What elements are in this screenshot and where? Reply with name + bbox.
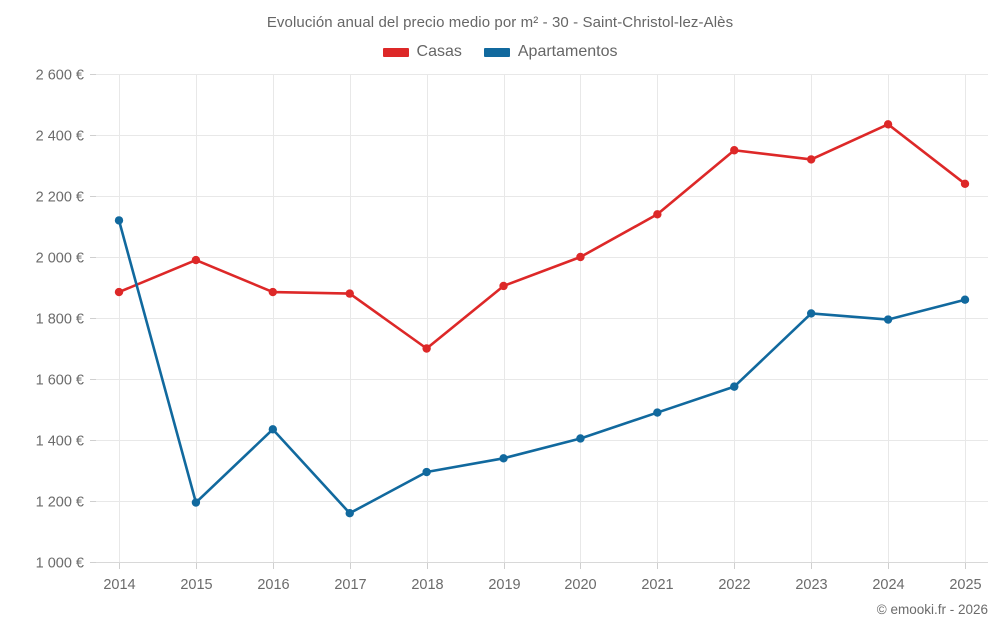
data-point[interactable]: Apartamentos 2018: 1295 <box>422 467 431 477</box>
series-line-casas <box>117 123 967 350</box>
data-point[interactable]: Apartamentos 2016: 1435 <box>268 425 278 434</box>
y-axis-tick-label: 2 400 € <box>36 129 84 145</box>
x-axis-tick-label: 2023 <box>795 577 827 593</box>
y-axis-tick-label: 1 800 € <box>36 312 84 328</box>
x-axis-tick-label: 2016 <box>257 577 289 593</box>
data-point[interactable]: Casas 2018: 1700 <box>422 344 431 353</box>
legend-item-apartamentos[interactable]: Apartamentos <box>483 43 618 60</box>
data-point[interactable]: Apartamentos 2021: 1490 <box>653 408 662 417</box>
data-point[interactable]: Casas 2022: 2350 <box>730 146 739 155</box>
x-axis-tick-label: 2018 <box>411 577 443 593</box>
x-axis-tick-label: 2022 <box>718 577 750 593</box>
data-point[interactable]: Casas 2021: 2140 <box>653 210 662 219</box>
data-point[interactable]: Casas 2025: 2240 <box>960 179 970 188</box>
data-point[interactable]: Apartamentos 2025: 1860 <box>960 295 970 304</box>
legend-item-casas[interactable]: Casas <box>382 43 462 60</box>
x-axis-tick-label: 2020 <box>564 577 596 593</box>
x-axis-tick-label: 2019 <box>488 577 520 593</box>
x-axis-tick-label: 2015 <box>180 577 212 593</box>
x-axis-tick-label: 2025 <box>949 577 981 593</box>
data-point[interactable]: Casas 2017: 1880 <box>345 289 354 298</box>
x-axis-tick-label: 2021 <box>641 577 673 593</box>
y-axis-tick-label: 2 200 € <box>36 190 84 206</box>
data-point[interactable]: Apartamentos 2023: 1815 <box>806 309 816 318</box>
y-axis-tick-label: 2 600 € <box>36 68 84 84</box>
y-axis-tick-label: 1 000 € <box>36 556 84 572</box>
x-axis-tick-label: 2024 <box>872 577 904 593</box>
data-point[interactable]: Apartamentos 2022: 1575 <box>730 382 739 391</box>
y-axis-tick-label: 2 000 € <box>36 251 84 267</box>
data-point[interactable]: Apartamentos 2020: 1405 <box>576 434 585 443</box>
data-point[interactable]: Apartamentos 2017: 1160 <box>345 509 354 518</box>
legend-label: Casas <box>416 43 462 60</box>
data-point[interactable]: Casas 2024: 2435 <box>883 120 893 129</box>
data-point[interactable]: Casas 2015: 1990 <box>191 255 201 265</box>
chart-title: Evolución anual del precio medio por m² … <box>266 14 734 31</box>
data-point[interactable]: Casas 2016: 1885 <box>268 287 278 297</box>
y-axis-tick-label: 1 200 € <box>36 495 84 511</box>
chart-legend: Casas Apartamentos <box>0 44 1000 60</box>
data-point[interactable]: Apartamentos 2019: 1340 <box>499 454 508 463</box>
footer-credit: © emooki.fr - 2026 <box>876 602 988 617</box>
legend-swatch-icon <box>483 47 510 57</box>
y-axis-tick-label: 1 400 € <box>36 434 84 450</box>
data-point[interactable]: Casas 2014: 1885 <box>114 287 124 297</box>
x-axis-tick-label: 2017 <box>334 577 366 593</box>
legend-swatch-icon <box>382 47 409 57</box>
y-axis-tick-label: 1 600 € <box>36 373 84 389</box>
legend-label: Apartamentos <box>517 43 618 60</box>
data-point[interactable]: Apartamentos 2024: 1795 <box>883 315 893 324</box>
x-axis-tick-label: 2014 <box>103 577 135 593</box>
series-line-apartamentos <box>117 219 967 515</box>
data-point[interactable]: Casas 2019: 1905 <box>499 281 508 291</box>
data-point[interactable]: Apartamentos 2015: 1195 <box>191 498 201 507</box>
